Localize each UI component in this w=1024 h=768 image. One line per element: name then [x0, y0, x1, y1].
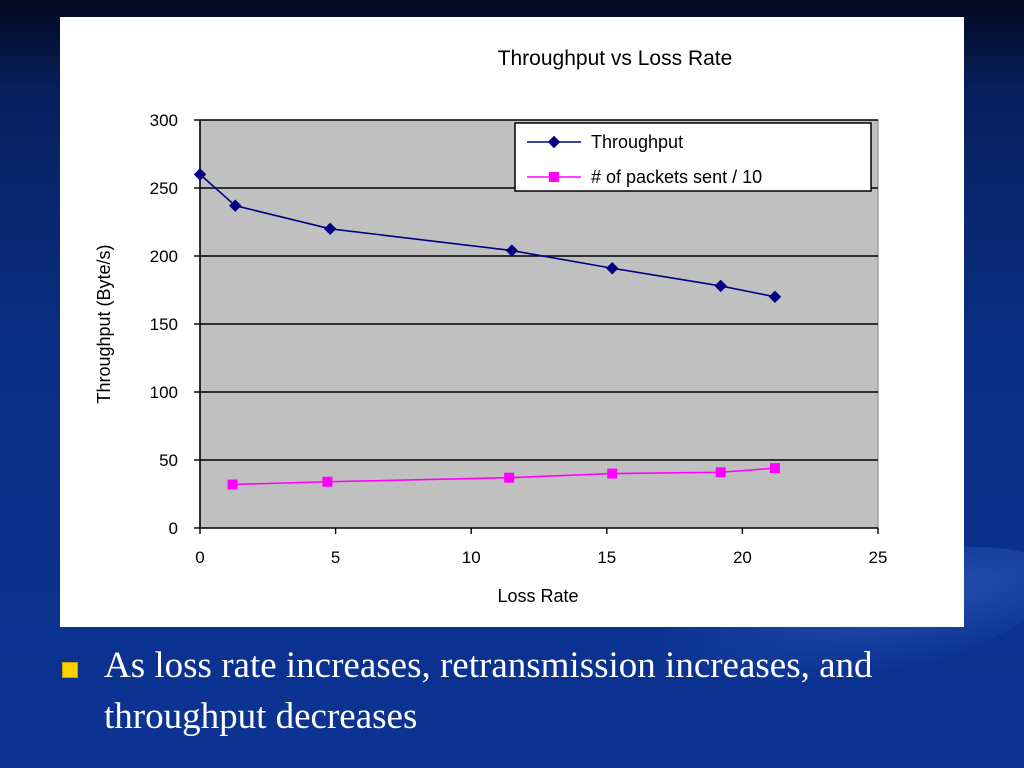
- x-tick-label: 20: [733, 548, 752, 567]
- y-tick-label: 0: [169, 519, 178, 538]
- legend-label: # of packets sent / 10: [591, 167, 762, 187]
- x-tick-label: 25: [869, 548, 888, 567]
- legend-entries: Throughput # of packets sent / 10: [527, 132, 762, 187]
- data-point: [505, 244, 519, 257]
- legend: Throughput # of packets sent / 10: [514, 122, 872, 192]
- square-bullet-icon: [62, 662, 78, 678]
- y-tick-label: 300: [150, 111, 178, 130]
- x-tick-label: 15: [597, 548, 616, 567]
- axes: 0 50 100 150 200 250 300 0 5 10 15 20 25: [150, 111, 888, 567]
- x-tick-label: 0: [195, 548, 204, 567]
- data-point: [769, 463, 780, 474]
- y-tick-label: 200: [150, 247, 178, 266]
- legend-marker: [549, 172, 559, 182]
- x-tick-label: 5: [331, 548, 340, 567]
- line-chart: Throughput vs Loss Rate 0501001502002503…: [94, 47, 888, 606]
- y-tick-label: 50: [159, 451, 178, 470]
- y-tick-label: 250: [150, 179, 178, 198]
- data-point: [193, 168, 207, 181]
- bullet-text: As loss rate increases, retransmission i…: [104, 645, 873, 737]
- legend-entry-1: Throughput: [527, 132, 683, 152]
- data-point: [322, 476, 333, 487]
- series-1: [193, 168, 782, 304]
- legend-label: Throughput: [591, 132, 683, 152]
- data-point: [504, 472, 515, 483]
- x-axis-label: Loss Rate: [497, 586, 578, 606]
- y-axis-label: Throughput (Byte/s): [94, 244, 114, 403]
- chart-title: Throughput vs Loss Rate: [498, 47, 733, 70]
- data-point: [229, 199, 242, 212]
- data-point: [323, 222, 337, 236]
- data-point: [714, 279, 727, 293]
- chart-panel: Throughput vs Loss Rate 0 50 100 150 200 250 3…: [60, 17, 964, 627]
- series-line: [232, 467, 776, 486]
- data-point: [715, 467, 726, 478]
- y-tick-label: 100: [150, 383, 178, 402]
- legend-marker: [547, 135, 561, 149]
- data-point: [606, 262, 619, 275]
- data-point: [607, 468, 618, 479]
- bullet-point: As loss rate increases, retransmission i…: [62, 640, 982, 742]
- legend-box: [514, 122, 872, 192]
- series-2: [227, 463, 780, 490]
- data-point: [227, 479, 238, 490]
- legend-entry-2: # of packets sent / 10: [527, 167, 762, 187]
- y-tick-label: 150: [150, 315, 178, 334]
- series-layer: [193, 168, 782, 490]
- x-tick-label: 10: [462, 548, 481, 567]
- data-point: [768, 290, 782, 304]
